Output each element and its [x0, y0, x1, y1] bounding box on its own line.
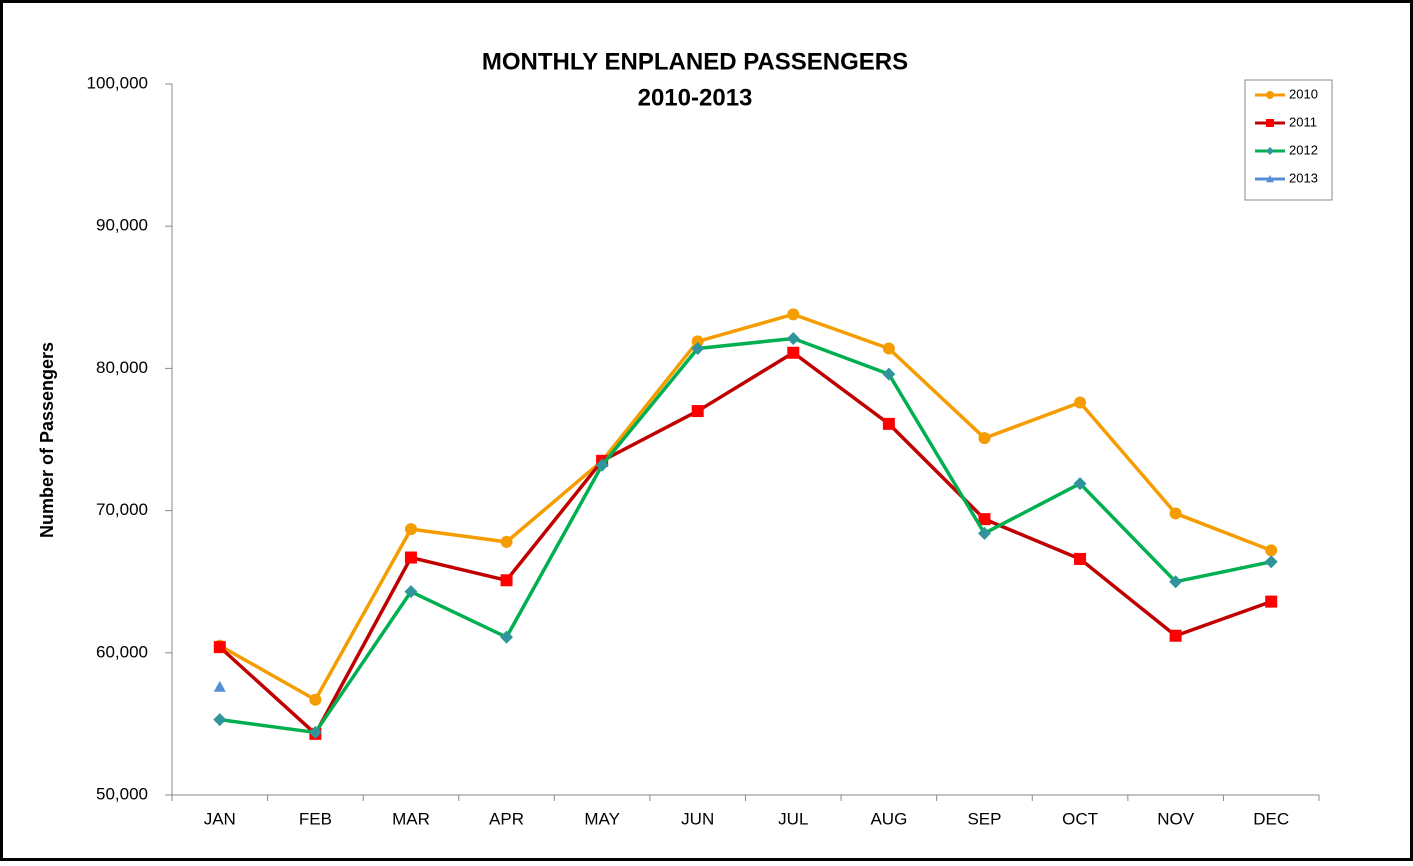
marker: [404, 523, 417, 536]
marker: [1073, 477, 1087, 491]
legend-marker: [1266, 147, 1274, 155]
marker: [213, 641, 226, 654]
marker: [787, 346, 800, 359]
x-tick-label: JUL: [778, 809, 808, 828]
marker: [787, 308, 800, 321]
legend-label: 2010: [1289, 86, 1318, 101]
marker: [213, 680, 226, 692]
legend-label: 2011: [1289, 114, 1317, 129]
chart-title: MONTHLY ENPLANED PASSENGERS: [482, 48, 908, 75]
legend-marker: [1266, 91, 1274, 99]
x-tick-label: MAY: [584, 809, 620, 828]
marker: [882, 342, 895, 355]
marker: [1265, 544, 1278, 557]
marker: [978, 513, 991, 526]
series-line: [218, 351, 1272, 736]
marker: [1169, 629, 1182, 642]
x-tick-label: NOV: [1157, 809, 1195, 828]
marker: [978, 432, 991, 445]
x-tick-label: DEC: [1253, 809, 1289, 828]
marker: [977, 526, 991, 540]
marker: [1169, 507, 1182, 520]
marker: [404, 551, 417, 564]
legend-label: 2013: [1289, 170, 1318, 185]
marker: [404, 585, 418, 599]
marker: [882, 367, 896, 381]
marker: [500, 535, 513, 548]
marker: [213, 713, 227, 727]
y-tick-label: 70,000: [96, 500, 148, 519]
marker: [1264, 555, 1278, 569]
marker: [786, 332, 800, 346]
chart-subtitle: 2010-2013: [638, 84, 753, 111]
y-tick-label: 90,000: [96, 216, 148, 235]
marker: [1169, 575, 1183, 589]
marker: [309, 693, 322, 706]
y-tick-label: 50,000: [96, 784, 148, 803]
y-tick-label: 80,000: [96, 358, 148, 377]
marker: [691, 341, 705, 355]
x-tick-label: JUN: [681, 809, 714, 828]
x-tick-label: MAR: [392, 809, 430, 828]
legend-marker: [1266, 119, 1274, 127]
marker: [1074, 396, 1087, 409]
marker: [500, 574, 513, 587]
x-tick-label: JAN: [204, 809, 236, 828]
marker: [1265, 595, 1278, 608]
legend-marker: [1266, 175, 1274, 183]
y-tick-label: 60,000: [96, 642, 148, 661]
marker: [500, 630, 514, 644]
marker: [882, 417, 895, 430]
legend-label: 2012: [1289, 142, 1318, 157]
x-tick-label: SEP: [967, 809, 1001, 828]
marker: [1074, 552, 1087, 565]
x-tick-label: OCT: [1062, 809, 1098, 828]
y-axis-label: Number of Passengers: [37, 342, 57, 538]
marker: [691, 335, 704, 348]
series-line: [218, 312, 1272, 702]
x-tick-label: FEB: [299, 809, 332, 828]
x-tick-label: APR: [489, 809, 524, 828]
marker: [308, 725, 322, 739]
x-tick-label: AUG: [870, 809, 907, 828]
marker: [691, 405, 704, 418]
y-tick-label: 100,000: [87, 73, 148, 92]
marker: [595, 458, 609, 472]
series-line: [219, 336, 1272, 735]
